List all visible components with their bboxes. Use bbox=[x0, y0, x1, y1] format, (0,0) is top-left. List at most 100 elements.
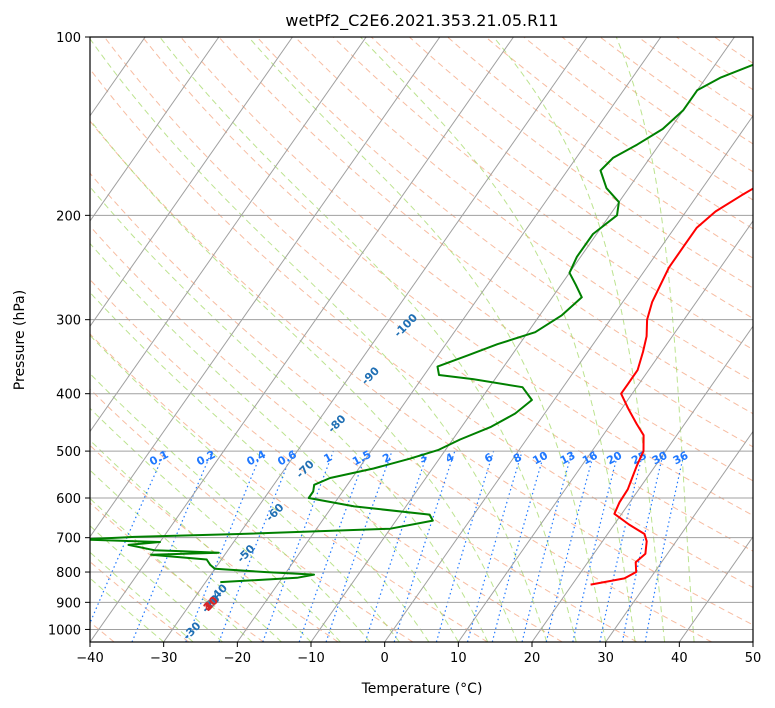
moist-adiabat-line bbox=[90, 577, 165, 642]
mixing-ratio-line bbox=[435, 450, 495, 642]
mixing-ratio-line bbox=[572, 450, 620, 642]
y-axis: 100 200 300 400 500 600 700 800 900 1000 bbox=[48, 31, 90, 638]
mixing-ratio-line bbox=[131, 450, 213, 642]
mixing-ratio-label: 1 bbox=[322, 451, 335, 466]
isotherm-line bbox=[90, 37, 293, 328]
mixing-ratio-label: 20 bbox=[605, 449, 625, 468]
mixing-ratio-line bbox=[491, 450, 546, 642]
x-tick-label: −30 bbox=[150, 651, 177, 666]
mixing-ratio-line bbox=[185, 450, 263, 642]
isotherm-line bbox=[163, 37, 588, 642]
line-labels: 0.1 0.2 0.4 0.6 1 1.5 2 3 4 6 8 10 13 16 20 25 30 36-100-… bbox=[147, 311, 691, 642]
x-tick-label: 0 bbox=[381, 651, 389, 666]
dry-adiabat-line bbox=[523, 37, 753, 201]
moist-adiabat-line bbox=[90, 291, 430, 642]
isotherm-line bbox=[310, 37, 735, 642]
dry-adiabat-line bbox=[485, 37, 753, 230]
dry-adiabat-label: -30 bbox=[180, 619, 203, 642]
isotherm-line bbox=[752, 641, 753, 642]
x-tick-label: −10 bbox=[297, 651, 324, 666]
moist-adiabat-line bbox=[90, 119, 518, 642]
isotherm-line bbox=[531, 325, 753, 642]
isotherm-line bbox=[457, 220, 753, 642]
moist-adiabat-line bbox=[615, 37, 695, 642]
isotherm-line bbox=[0, 37, 72, 642]
moist-adiabat-line bbox=[90, 186, 489, 642]
mixing-ratio-label: 30 bbox=[650, 449, 670, 468]
dry-adiabat-label: -90 bbox=[359, 364, 382, 387]
moist-adiabat-line bbox=[159, 37, 577, 642]
moist-adiabat-line bbox=[90, 551, 194, 642]
dry-adiabat-line bbox=[90, 172, 712, 642]
dry-adiabat-label: -80 bbox=[325, 412, 348, 435]
mixing-ratio-label: 25 bbox=[629, 449, 649, 468]
dry-adiabat-line bbox=[676, 37, 753, 91]
dry-adiabat-line bbox=[142, 37, 753, 517]
isotherm-line bbox=[90, 37, 220, 222]
dry-adiabat-line bbox=[561, 37, 753, 173]
dry-adiabat-line bbox=[90, 333, 488, 642]
isotherm-line bbox=[384, 114, 753, 642]
dry-adiabat-line bbox=[90, 225, 638, 642]
mixing-ratio-line bbox=[521, 450, 573, 642]
background-lines bbox=[0, 37, 753, 642]
x-tick-label: 20 bbox=[524, 651, 541, 666]
mixing-ratio-line bbox=[298, 450, 368, 642]
x-axis-label: Temperature (°C) bbox=[361, 681, 483, 697]
mixing-ratio-line bbox=[621, 450, 665, 642]
isotherms bbox=[0, 37, 753, 642]
isotherm-line bbox=[236, 37, 662, 642]
isotherm-line bbox=[90, 37, 514, 642]
mixing-ratio-line bbox=[599, 450, 644, 642]
dry-adiabat-line bbox=[752, 37, 753, 38]
x-tick-label: 40 bbox=[671, 651, 688, 666]
x-tick-label: 10 bbox=[450, 651, 467, 666]
mixing-ratio-line bbox=[262, 450, 334, 642]
dry-adiabat-label: -100 bbox=[391, 311, 420, 340]
mixing-ratio-line bbox=[393, 450, 456, 642]
mixing-ratio-line bbox=[325, 450, 393, 642]
mixing-ratio-line bbox=[644, 450, 686, 642]
dry-adiabat-label: -60 bbox=[263, 501, 286, 524]
moist-adiabat-line bbox=[493, 37, 666, 642]
mixing-ratio-label: 16 bbox=[580, 449, 600, 468]
dry-adiabats bbox=[90, 37, 753, 642]
mixing-ratio-line bbox=[466, 450, 523, 642]
series-layer bbox=[90, 63, 753, 586]
dry-adiabat-line bbox=[599, 37, 753, 145]
mixing-ratio-label: 6 bbox=[482, 450, 495, 465]
isobars bbox=[90, 37, 753, 630]
y-tick-label: 700 bbox=[56, 532, 81, 547]
x-axis: −40 −30 −20 −10 0 10 20 30 40 50 bbox=[76, 642, 761, 666]
moist-adiabat-line bbox=[248, 37, 607, 642]
dry-adiabat-line bbox=[256, 37, 753, 415]
y-tick-label: 600 bbox=[56, 492, 81, 507]
moist-adiabat-line bbox=[360, 37, 636, 642]
y-tick-label: 900 bbox=[56, 596, 81, 611]
isotherm-line bbox=[678, 535, 753, 642]
mixing-ratio-label: 13 bbox=[558, 449, 578, 468]
dewpoint-profile-line bbox=[90, 63, 753, 584]
mixing-ratio-lines bbox=[90, 450, 686, 642]
moist-adiabats bbox=[90, 37, 695, 642]
dry-adiabat-line bbox=[637, 37, 753, 118]
temperature-profile-line bbox=[590, 187, 753, 586]
dry-adiabat-line bbox=[104, 37, 753, 552]
y-tick-label: 800 bbox=[56, 566, 81, 581]
y-tick-label: 1000 bbox=[48, 623, 81, 638]
x-tick-label: 30 bbox=[597, 651, 614, 666]
mixing-ratio-label: 10 bbox=[530, 449, 550, 468]
dry-adiabat-line bbox=[332, 37, 753, 351]
mixing-ratio-line bbox=[364, 450, 429, 642]
dry-adiabat-line bbox=[90, 68, 753, 589]
chart-title: wetPf2_C2E6.2021.353.21.05.R11 bbox=[285, 11, 558, 31]
dry-adiabat-label: -50 bbox=[234, 542, 257, 565]
isotherm-line bbox=[90, 37, 441, 538]
x-tick-label: 50 bbox=[745, 651, 762, 666]
mixing-ratio-label: 36 bbox=[671, 449, 691, 468]
mixing-ratio-line bbox=[90, 450, 166, 625]
moist-adiabat-line bbox=[90, 372, 371, 642]
y-tick-label: 400 bbox=[56, 388, 81, 403]
isotherm-line bbox=[90, 37, 367, 433]
